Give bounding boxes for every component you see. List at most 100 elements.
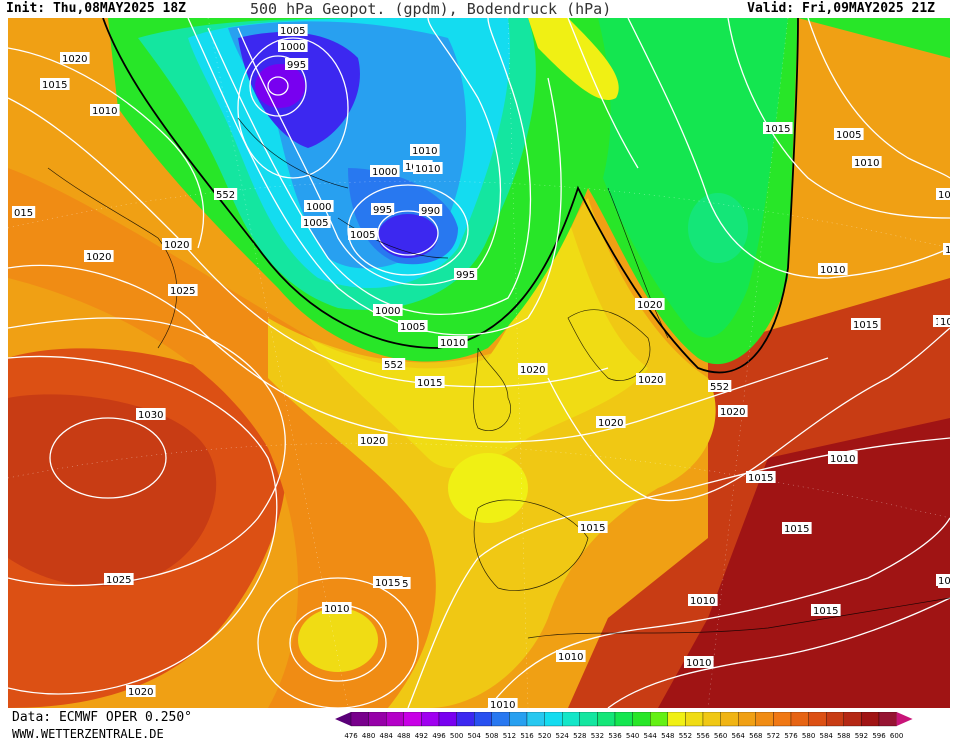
isobar-label-box xyxy=(84,250,114,262)
isobar-label-text: 1010 xyxy=(558,652,583,663)
colorbar-cell xyxy=(597,712,616,727)
isobar-label-text: 1010 xyxy=(830,454,855,465)
isobar-label-box xyxy=(168,284,198,296)
isobar-label-text: 1010 xyxy=(490,700,515,708)
colorbar-cell xyxy=(790,712,809,727)
map-title: 500 hPa Geopot. (gpdm), Bodendruck (hPa) xyxy=(250,0,612,18)
isobar-label-box xyxy=(708,380,732,392)
isobar-label-text: 1010 xyxy=(854,158,879,169)
isobar-label-box xyxy=(373,304,403,316)
isobar-label-box xyxy=(684,656,714,668)
isobar-label: 1025 xyxy=(104,573,134,586)
greenland-low-core xyxy=(255,64,305,108)
isobar-label-box xyxy=(943,243,950,255)
isobar-label-box xyxy=(304,200,334,212)
colorbar-tick-label: 512 xyxy=(503,732,516,740)
isobar-label-box xyxy=(415,376,445,388)
isobar-label-text: 1010 xyxy=(324,604,349,615)
isobar-label: 1010 xyxy=(322,602,352,615)
isobar-label-text: 1015 xyxy=(580,523,605,534)
isobar-label: 1005 xyxy=(834,128,864,141)
colorbar-tick-label: 584 xyxy=(820,732,834,740)
isobar-label-box xyxy=(348,228,378,240)
isobar-label: 1025 xyxy=(168,284,198,297)
weather-map-canvas: 1005100099510201015101055201510201020102… xyxy=(8,18,950,708)
isobar-label: 1010 xyxy=(90,104,120,117)
isobar-label-box xyxy=(278,24,308,36)
isobar-label-box xyxy=(488,698,518,708)
isobar-label-text: 552 xyxy=(384,360,403,371)
isobar-label: 1015 xyxy=(40,78,70,91)
colorbar: 476 480 484 488 492 496 500 504 508 512 516 520 524 5… xyxy=(335,712,913,740)
colorbar-max-arrow xyxy=(896,712,913,726)
isobar-label-text: 1020 xyxy=(164,240,189,251)
isobar-label: 990 xyxy=(419,204,443,217)
isobar-label: 1010 xyxy=(413,162,443,175)
colorbar-cell xyxy=(614,712,633,727)
colorbar-cell xyxy=(720,712,739,727)
isobar-label: 1015 xyxy=(415,376,445,389)
isobar-label-text: 1010 xyxy=(690,596,715,607)
colorbar-tick-label: 480 xyxy=(362,732,375,740)
isobar-label-box xyxy=(12,206,36,218)
isobar-label: 1015 xyxy=(782,522,812,535)
isobar-label-box xyxy=(936,188,950,200)
isobar-label: 1015 xyxy=(938,315,950,328)
isobar-label-text: 1030 xyxy=(138,410,163,421)
colorbar-tick-label: 592 xyxy=(855,732,868,740)
isobar-label-box xyxy=(811,604,841,616)
isobar-label: 1000 xyxy=(373,304,403,317)
isobar-label: 1020 xyxy=(636,373,666,386)
colorbar-tick-label: 580 xyxy=(802,732,815,740)
colorbar-tick-label: 560 xyxy=(714,732,727,740)
colorbar-tick-label: 536 xyxy=(608,732,622,740)
colorbar-cell xyxy=(562,712,580,727)
isobar-label: 1020 xyxy=(718,405,748,418)
colorbar-tick-label: 504 xyxy=(468,732,482,740)
isobar-label: 1005 xyxy=(301,216,331,229)
isobar-label-text: 1005 xyxy=(303,218,328,229)
scandinavian-trough xyxy=(598,18,788,338)
isobar-label: 1020 xyxy=(518,363,548,376)
colorbar-cell xyxy=(474,712,492,727)
isobar-label-box xyxy=(635,298,665,310)
colorbar-tick-label: 488 xyxy=(397,732,410,740)
isobar-label-box xyxy=(358,434,388,446)
isobar-label: 995 xyxy=(285,58,309,71)
isobar-label-box xyxy=(370,165,400,177)
data-source-label: Data: ECMWF OPER 0.250° xyxy=(12,710,193,725)
isobar-label-box xyxy=(382,358,406,370)
isobar-label-text: 1015 xyxy=(853,320,878,331)
isobar-label: 1010 xyxy=(818,263,848,276)
isobar-label-text: 1015 xyxy=(813,606,838,617)
colorbar-cell xyxy=(421,712,440,727)
isobar-label-box xyxy=(438,336,468,348)
isobar-label: 1010 xyxy=(852,156,882,169)
isobar-label-text: 1005 xyxy=(350,230,375,241)
iceland-low-center xyxy=(378,214,438,258)
isobar-label-box xyxy=(419,204,443,216)
isobar-label-text: 1020 xyxy=(520,365,545,376)
colorbar-tick-label: 572 xyxy=(767,732,780,740)
isobar-label-text: 1015 xyxy=(784,524,809,535)
isobar-label-box xyxy=(851,318,881,330)
isobar-label-text: 1015 xyxy=(945,245,950,256)
isobar-label-text: 1010 xyxy=(415,164,440,175)
isobar-label-text: 552 xyxy=(216,190,235,201)
coastlines xyxy=(47,117,950,639)
isobar-label-text: 995 xyxy=(373,205,392,216)
iberian-low-warm-core xyxy=(298,608,378,672)
isobar-label: 1010 xyxy=(688,594,718,607)
weather-map: 1005 1000 995 1020 1015 1010 552 015 1020 1020 102… xyxy=(8,18,950,708)
isobar-label: 1020 xyxy=(635,298,665,311)
colorbar-tick-label: 532 xyxy=(591,732,604,740)
isobar-label-box xyxy=(852,156,882,168)
isobar-label-text: 552 xyxy=(710,382,729,393)
map-footer: Data: ECMWF OPER 0.250° WWW.WETTERZENTRA… xyxy=(0,708,959,741)
colorbar-tick-label: 600 xyxy=(890,732,903,740)
colorbar-tick-label: 508 xyxy=(485,732,498,740)
isobar-label-text: 1015 xyxy=(375,578,400,589)
isobar-label-box xyxy=(596,416,626,428)
isobar-label-box xyxy=(40,78,70,90)
isobar-label-box xyxy=(556,650,586,662)
